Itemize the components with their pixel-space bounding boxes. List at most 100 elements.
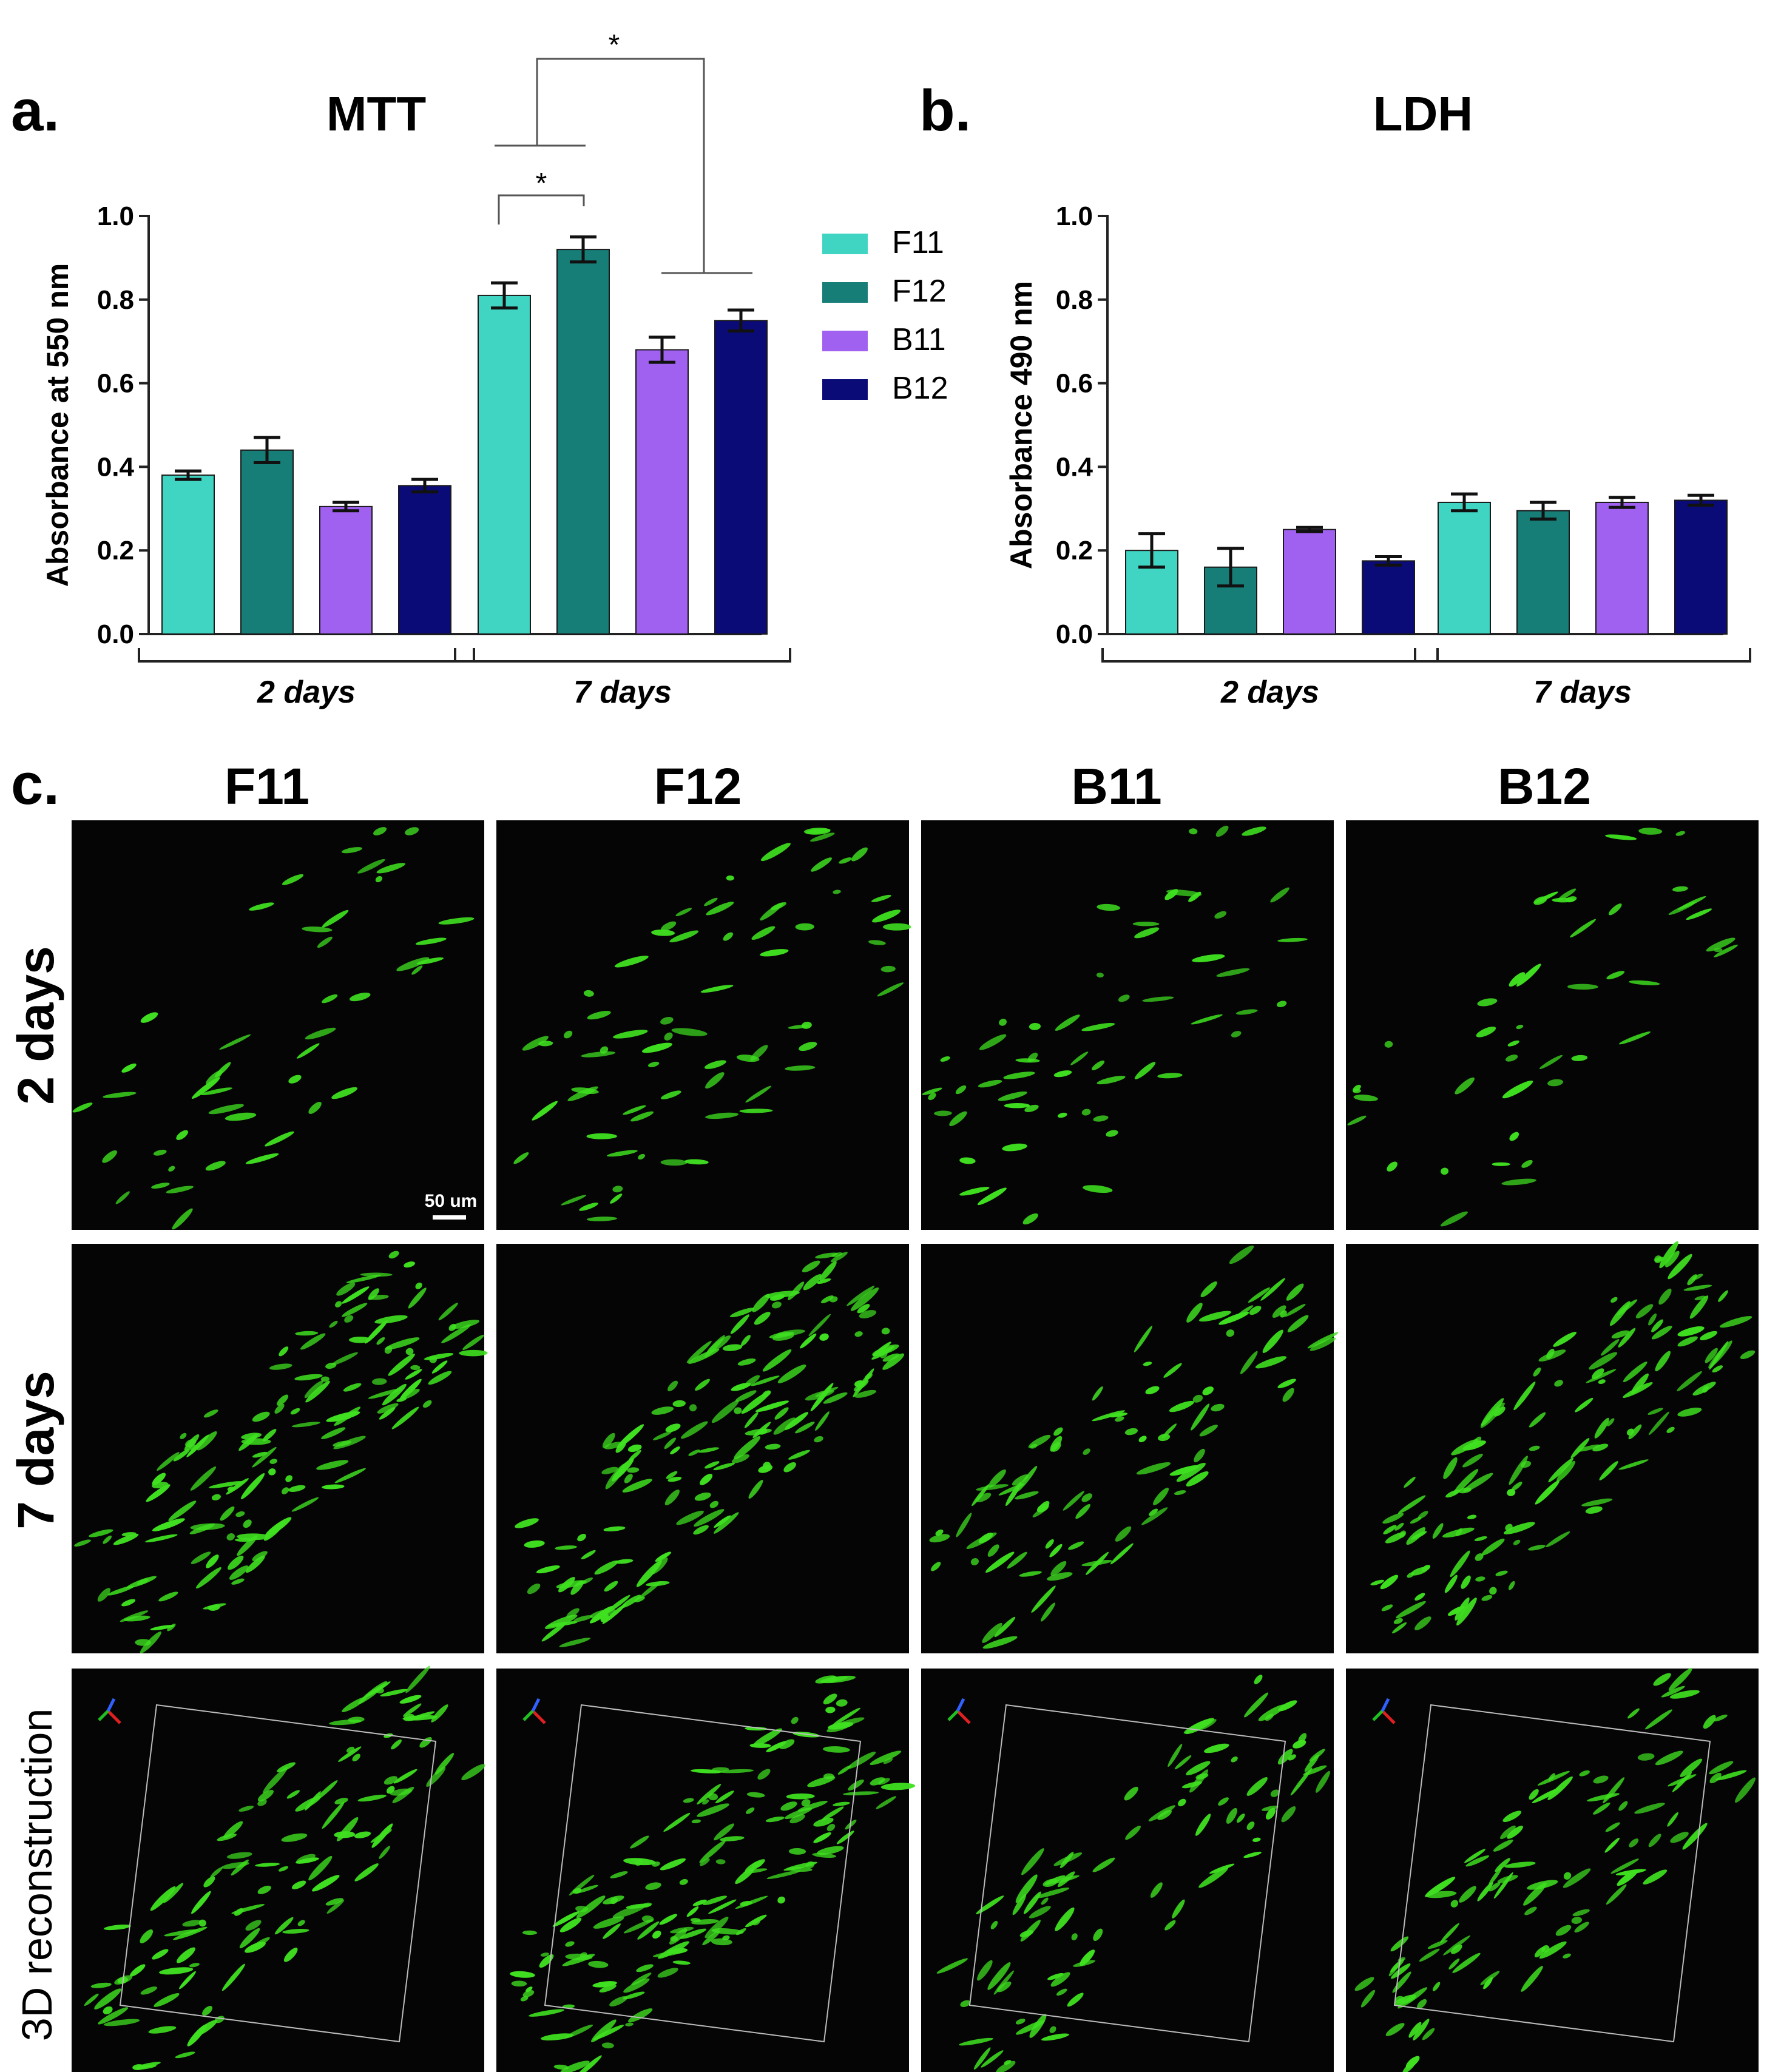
bar-f12-1 (556, 249, 610, 635)
cell (1316, 1770, 1330, 1793)
cell (1235, 1009, 1258, 1015)
cell (801, 1799, 811, 1807)
cell (1502, 1080, 1533, 1099)
cell (982, 1636, 1018, 1649)
cell (819, 1333, 829, 1341)
cell (1475, 1576, 1485, 1582)
cell (666, 1471, 678, 1479)
cell (1504, 1861, 1536, 1868)
cell (191, 1551, 211, 1564)
cell (1637, 1753, 1655, 1761)
cell (1638, 828, 1663, 835)
cell (1463, 1473, 1493, 1492)
cell (1740, 1350, 1756, 1360)
cell (1605, 1822, 1620, 1832)
cell (1665, 1250, 1680, 1267)
cell (1150, 1882, 1163, 1898)
cell (346, 1746, 355, 1753)
bar-f12-0 (240, 449, 294, 635)
cell (746, 1807, 755, 1814)
cell (245, 1920, 262, 1931)
cell (1097, 1076, 1126, 1085)
cell (325, 1362, 337, 1369)
y-axis-label: Absorbance at 550 nm (41, 263, 75, 587)
cell (1214, 911, 1227, 919)
cell (341, 847, 362, 854)
cell (391, 1406, 419, 1429)
cell (805, 1861, 815, 1869)
cell (731, 1382, 751, 1391)
cell (1246, 1821, 1255, 1831)
cell (1255, 1356, 1287, 1369)
legend: F11 F12 B11 B12 (822, 225, 948, 406)
cell (636, 1560, 662, 1587)
cell (1623, 1362, 1648, 1383)
cell (1186, 1471, 1209, 1487)
cell (627, 1444, 642, 1453)
cell (166, 1186, 194, 1193)
cell (404, 1261, 415, 1268)
cell (1071, 1933, 1078, 1940)
axis-indicator (522, 1710, 534, 1721)
cell (203, 1876, 215, 1888)
cell (1277, 1749, 1293, 1765)
cell (745, 1085, 772, 1103)
cell (329, 1719, 362, 1726)
cell (269, 1459, 277, 1464)
cell (1019, 1571, 1042, 1577)
cell (1310, 1337, 1336, 1351)
cell (1686, 908, 1712, 920)
cell (784, 1807, 813, 1820)
cell (1606, 971, 1625, 980)
cell (1169, 1465, 1200, 1476)
cell (1593, 1775, 1609, 1784)
cell (1513, 1382, 1536, 1411)
cell (1570, 919, 1596, 938)
cell (281, 1833, 308, 1842)
cell (1081, 1559, 1112, 1567)
cell (1169, 1400, 1194, 1412)
cell (652, 1930, 661, 1939)
cell (556, 1580, 587, 1588)
cell (815, 1411, 830, 1431)
cell (1229, 1245, 1254, 1264)
cell (803, 1274, 822, 1291)
cell (988, 1469, 1006, 1488)
cell (1143, 1362, 1152, 1366)
cell (1715, 1770, 1747, 1781)
cell (522, 1930, 538, 1935)
panel-letter-a: a. (11, 78, 59, 143)
cell (238, 1806, 254, 1812)
cell (936, 1958, 968, 1974)
cell (1521, 1159, 1533, 1168)
cell (978, 1079, 1002, 1088)
cell (882, 1353, 905, 1370)
cell (739, 1109, 773, 1113)
cell (1360, 1989, 1376, 2008)
cell (305, 1380, 330, 1403)
cell (1477, 1881, 1493, 1902)
cell (1563, 1868, 1591, 1888)
cell (346, 1274, 382, 1283)
bar-b12-1 (714, 320, 768, 635)
cell (720, 1836, 745, 1841)
cell (1231, 1031, 1242, 1038)
cell (1677, 1336, 1698, 1347)
cell (697, 1803, 729, 1817)
cell (1262, 1329, 1283, 1353)
cell (820, 1295, 834, 1303)
axis-indicator (956, 1710, 971, 1724)
cell (1277, 1379, 1296, 1388)
cell (871, 894, 891, 902)
cell (1422, 2028, 1435, 2040)
cell (1450, 1550, 1470, 1578)
cell (1529, 1789, 1539, 1800)
cell (817, 1278, 831, 1284)
cell (1200, 1281, 1217, 1298)
cell (235, 1511, 245, 1517)
row-title: 7 days (7, 1371, 64, 1530)
legend-swatch-f11 (822, 234, 868, 254)
cell (791, 1716, 799, 1724)
cell (1432, 1523, 1444, 1539)
